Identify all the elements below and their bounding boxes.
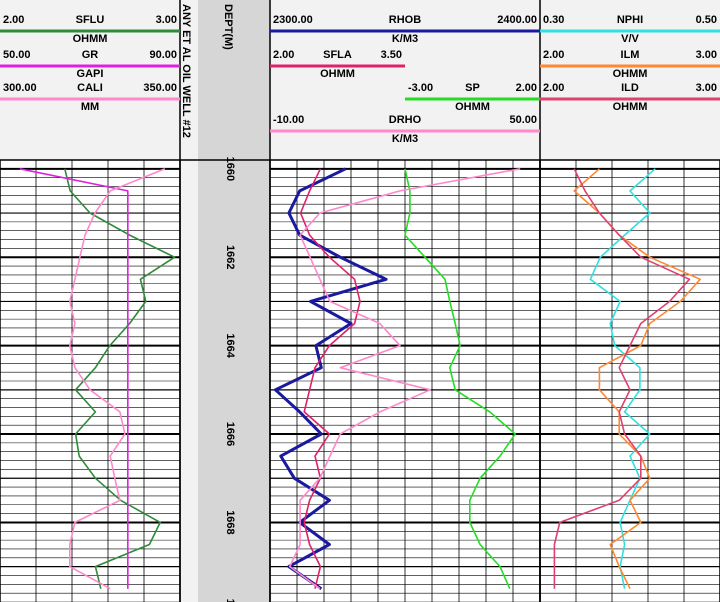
- scale-min: 0.30: [543, 14, 564, 26]
- scale-max: 2400.00: [497, 14, 537, 26]
- curve-name: SFLA: [323, 49, 352, 61]
- curve-name: RHOB: [389, 14, 421, 26]
- header-background: [0, 0, 720, 160]
- curve-unit: GAPI: [77, 68, 104, 80]
- scale-max: 3.00: [696, 82, 717, 94]
- scale-min: 2300.00: [273, 14, 313, 26]
- curve-name: CALI: [77, 82, 103, 94]
- scale-min: 2.00: [3, 14, 24, 26]
- scale-max: 350.00: [143, 82, 177, 94]
- scale-max: 50.00: [509, 114, 537, 126]
- curve-unit: OHMM: [613, 101, 648, 113]
- scale-min: -10.00: [273, 114, 304, 126]
- scale-max: 0.50: [696, 14, 717, 26]
- curve-unit: OHMM: [73, 33, 108, 45]
- depth-column: [198, 0, 270, 602]
- curve-name: SP: [465, 82, 480, 94]
- scale-min: 300.00: [3, 82, 37, 94]
- scale-min: 2.00: [273, 49, 294, 61]
- scale-max: 3.50: [381, 49, 402, 61]
- scale-max: 2.00: [516, 82, 537, 94]
- depth-tick-label: 1668: [224, 510, 236, 534]
- track: [19, 168, 176, 590]
- log-curve: [553, 168, 691, 589]
- log-curve: [589, 168, 656, 589]
- log-curve: [299, 168, 361, 589]
- curve-unit: MM: [81, 101, 99, 113]
- curve-name: GR: [82, 49, 99, 61]
- depth-tick-label: 1666: [224, 422, 236, 446]
- curve-unit: OHMM: [320, 68, 355, 80]
- log-curve: [573, 168, 701, 590]
- track: [553, 168, 701, 590]
- curve-unit: K/M3: [392, 133, 418, 145]
- curve-name: ILD: [621, 82, 639, 94]
- depth-tick-label: 1662: [224, 245, 236, 269]
- scale-max: 3.00: [696, 49, 717, 61]
- depth-tick-label: 1664: [224, 333, 236, 358]
- scale-min: 2.00: [543, 49, 564, 61]
- well-title: ANY ET AL OIL WELL #12: [180, 4, 192, 138]
- curve-name: NPHI: [617, 14, 643, 26]
- curve-name: ILM: [621, 49, 640, 61]
- depth-tick-label: 1670: [224, 599, 236, 602]
- curve-unit: OHMM: [455, 101, 490, 113]
- scale-min: 50.00: [3, 49, 31, 61]
- curve-name: SFLU: [76, 14, 105, 26]
- track: [273, 167, 521, 590]
- curve-unit: OHMM: [613, 68, 648, 80]
- log-curve: [19, 168, 129, 589]
- curve-unit: V/V: [621, 33, 639, 45]
- scale-max: 3.00: [156, 14, 177, 26]
- log-curve: [69, 168, 166, 590]
- title-column: [180, 0, 198, 602]
- log-curve: [404, 168, 516, 590]
- curve-unit: K/M3: [392, 33, 418, 45]
- scale-min: 2.00: [543, 82, 564, 94]
- scale-max: 90.00: [149, 49, 177, 61]
- scale-min: -3.00: [408, 82, 433, 94]
- curve-name: DRHO: [389, 114, 422, 126]
- log-curve: [64, 168, 176, 589]
- depth-label: DEPT(M): [222, 4, 234, 50]
- log-curve: [289, 168, 521, 590]
- depth-tick-label: 1660: [224, 157, 236, 181]
